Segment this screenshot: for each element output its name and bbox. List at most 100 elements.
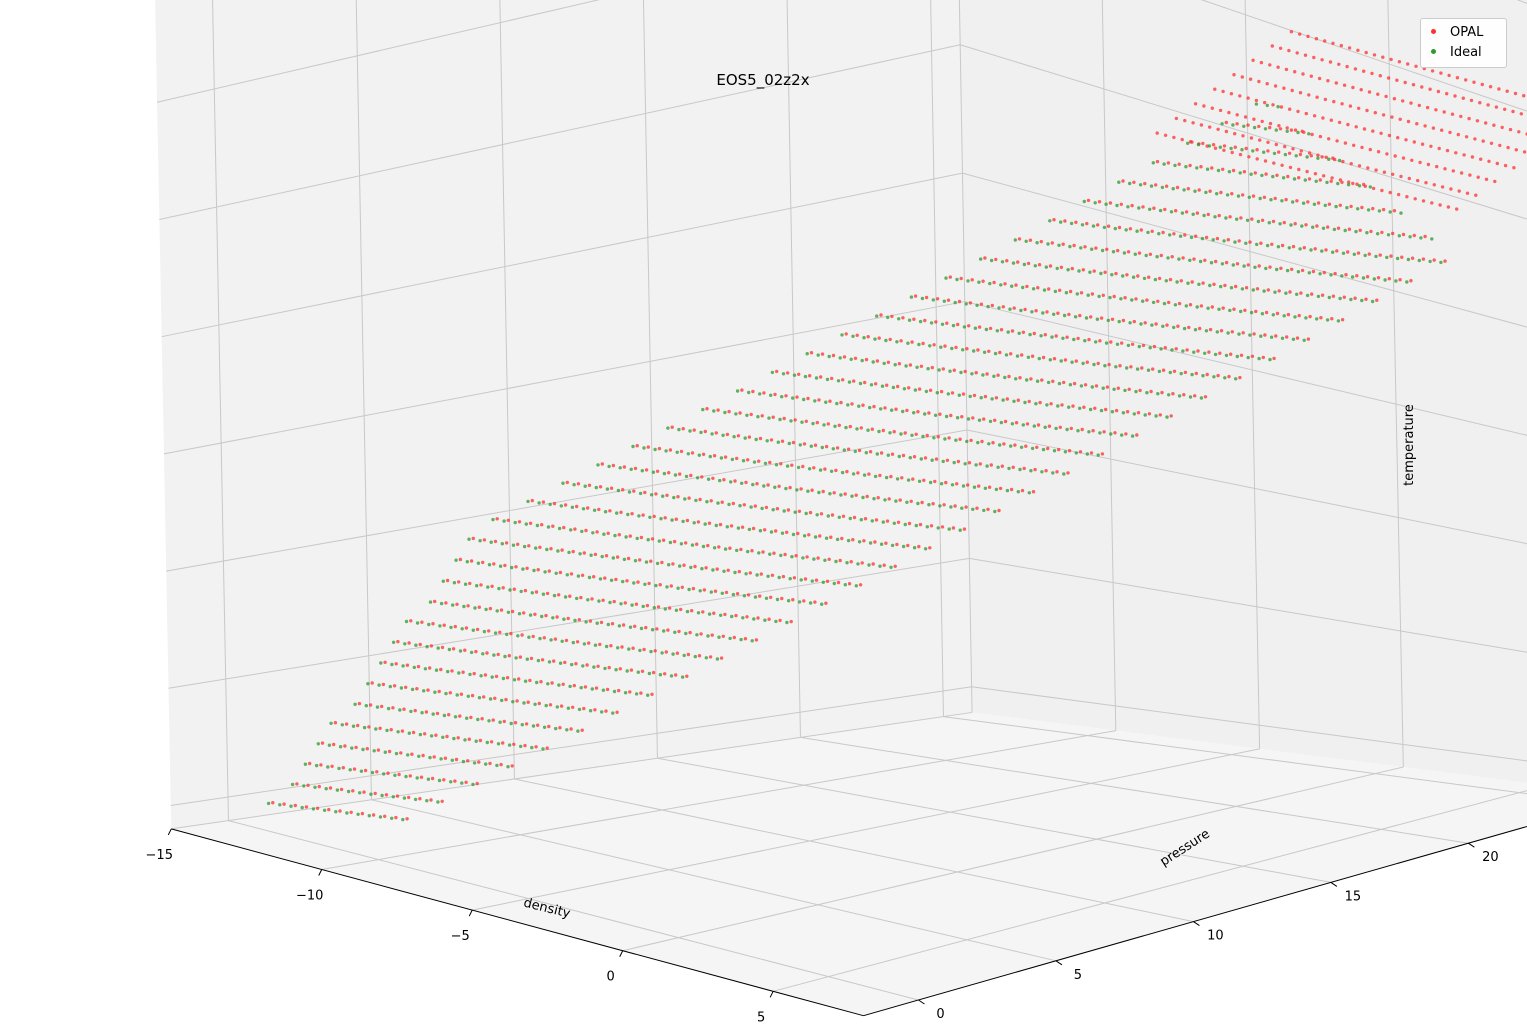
point-opal (1268, 125, 1272, 130)
point-ideal (359, 769, 364, 773)
point-opal (1421, 199, 1426, 203)
point-opal (894, 407, 898, 411)
point-ideal (1368, 185, 1373, 189)
point-opal (1470, 155, 1475, 159)
point-opal (977, 484, 981, 488)
point-opal (761, 550, 765, 554)
point-opal (1396, 136, 1400, 140)
point-opal (1139, 228, 1144, 232)
point-ideal (1229, 146, 1233, 151)
point-opal (735, 456, 739, 461)
point-opal (635, 444, 639, 448)
point-opal (639, 535, 644, 540)
point-ideal (335, 788, 340, 792)
y-tick-label: 15 (1345, 889, 1362, 904)
point-ideal (989, 258, 994, 263)
point-opal (897, 362, 902, 366)
point-opal (1315, 95, 1319, 99)
point-ideal (611, 711, 615, 715)
point-opal (1384, 94, 1388, 99)
point-opal (450, 669, 454, 673)
point-ideal (1406, 257, 1411, 262)
point-opal (1198, 326, 1202, 331)
point-opal (930, 365, 934, 370)
point-ideal (1195, 166, 1199, 170)
point-opal (580, 728, 584, 732)
point-ideal (985, 464, 989, 468)
point-opal (1150, 229, 1154, 233)
point-opal (1163, 346, 1168, 350)
point-opal (610, 622, 615, 626)
point-ideal (919, 457, 923, 461)
point-ideal (1325, 318, 1330, 322)
point-opal (860, 561, 864, 565)
point-ideal (1108, 295, 1112, 300)
point-ideal (946, 392, 950, 396)
point-ideal (616, 646, 620, 650)
point-ideal (824, 536, 829, 540)
point-ideal (1030, 446, 1035, 451)
point-opal (608, 509, 612, 513)
point-ideal (641, 604, 645, 609)
point-ideal (490, 675, 494, 679)
point-opal (970, 278, 974, 282)
point-ideal (1094, 340, 1098, 344)
point-opal (569, 727, 573, 731)
point-ideal (1291, 337, 1296, 341)
point-ideal (1193, 189, 1197, 193)
grid-y-floor (371, 799, 1057, 962)
point-ideal (740, 481, 744, 485)
point-opal (900, 476, 904, 480)
point-opal (1522, 150, 1527, 154)
point-ideal (1068, 244, 1072, 249)
point-opal (1246, 96, 1250, 100)
point-opal (622, 465, 627, 469)
point-opal (547, 569, 551, 573)
point-opal (1376, 276, 1381, 280)
point-opal (527, 544, 531, 548)
point-opal (482, 538, 487, 542)
point-opal (777, 484, 781, 488)
point-ideal (1112, 387, 1116, 391)
point-ideal (1120, 433, 1124, 437)
point-opal (824, 444, 829, 449)
point-opal (467, 737, 471, 741)
point-opal (1208, 327, 1213, 332)
point-opal (1442, 110, 1446, 114)
point-ideal (1021, 423, 1025, 427)
point-opal (1186, 187, 1191, 191)
point-opal (968, 301, 973, 305)
point-opal (1241, 134, 1245, 138)
point-opal (928, 388, 933, 392)
point-opal (1274, 334, 1278, 338)
point-ideal (690, 543, 695, 547)
point-opal (512, 587, 516, 591)
point-ideal (436, 646, 440, 650)
point-opal (664, 650, 668, 654)
point-opal (432, 755, 436, 759)
point-opal (1353, 67, 1358, 71)
point-opal (829, 535, 833, 539)
point-opal (1299, 149, 1304, 153)
point-ideal (390, 816, 394, 820)
point-ideal (1354, 229, 1358, 234)
point-opal (1456, 132, 1461, 137)
point-ideal (754, 437, 758, 442)
point-opal (767, 617, 771, 621)
point-opal (1374, 168, 1378, 172)
point-opal (1260, 119, 1264, 124)
point-ideal (891, 385, 896, 390)
point-opal (332, 742, 336, 747)
point-ideal (651, 470, 656, 474)
point-opal (1329, 118, 1334, 122)
point-ideal (925, 525, 929, 529)
point-opal (1165, 323, 1169, 327)
point-opal (660, 560, 664, 565)
point-ideal (1132, 412, 1137, 416)
point-ideal (926, 367, 930, 371)
point-opal (317, 784, 321, 789)
point-opal (853, 356, 858, 360)
point-opal (890, 314, 894, 319)
point-ideal (1157, 232, 1161, 236)
point-ideal (789, 419, 793, 423)
